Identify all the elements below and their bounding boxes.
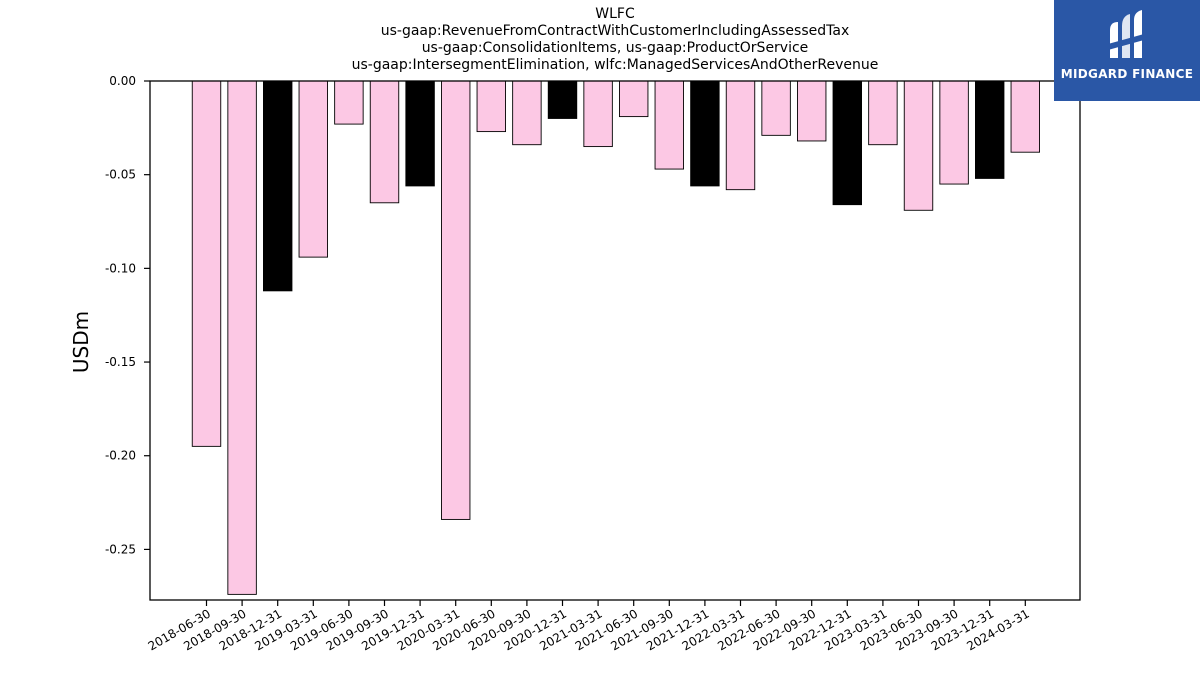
- y-axis-label: USDm: [69, 311, 93, 373]
- midgard-logo-icon: [1108, 10, 1144, 58]
- bar-2022-12-31: [832, 80, 862, 206]
- y-tick-label: -0.10: [105, 261, 136, 275]
- y-tick-label: -0.05: [105, 168, 136, 182]
- logo-text: MIDGARD FINANCE: [1060, 67, 1194, 81]
- chart-title-line-3: us-gaap:ConsolidationItems, us-gaap:Prod…: [421, 40, 809, 56]
- chart-title-line-4: us-gaap:IntersegmentElimination, wlfc:Ma…: [351, 57, 879, 73]
- bar-2018-06-30: [191, 80, 222, 447]
- y-tick-label: -0.20: [105, 449, 136, 463]
- bar-2021-03-31: [583, 80, 613, 148]
- chart-title: WLFC us-gaap:RevenueFromContractWithCust…: [150, 6, 1080, 74]
- bar-2020-09-30: [512, 80, 542, 146]
- bar-2021-12-31: [690, 80, 720, 187]
- y-tick-label: -0.25: [105, 542, 136, 556]
- bar-2023-06-30: [903, 80, 934, 211]
- y-tick-label: 0.00: [109, 74, 136, 88]
- plot-frame: [149, 80, 1081, 601]
- bar-2022-06-30: [761, 80, 791, 136]
- bar-2022-03-31: [725, 80, 756, 191]
- bar-2024-03-31: [1010, 80, 1040, 153]
- bar-2019-06-30: [334, 80, 364, 125]
- bar-2020-03-31: [441, 80, 471, 520]
- y-axis-ticks: 0.00 -0.05 -0.10 -0.15 -0.20 -0.25: [105, 74, 150, 556]
- y-tick-label: -0.15: [105, 355, 136, 369]
- x-axis-ticks: 2018-06-302018-09-302018-12-312019-03-31…: [146, 600, 1032, 653]
- bars-group: [191, 80, 1040, 595]
- bar-2021-06-30: [619, 80, 649, 118]
- bar-2020-06-30: [476, 80, 506, 133]
- bar-2023-09-30: [939, 80, 969, 185]
- brand-logo: MIDGARD FINANCE: [1054, 0, 1200, 101]
- bar-2023-12-31: [975, 80, 1005, 179]
- bar-2019-03-31: [298, 80, 328, 258]
- bar-2019-12-31: [405, 80, 435, 187]
- chart-title-line-1: WLFC: [595, 6, 635, 22]
- bar-2020-12-31: [547, 80, 578, 119]
- bar-2018-12-31: [263, 80, 293, 292]
- bar-2019-09-30: [369, 80, 400, 204]
- bar-2018-09-30: [227, 80, 257, 595]
- chart-title-line-2: us-gaap:RevenueFromContractWithCustomerI…: [380, 23, 850, 39]
- bar-2021-09-30: [654, 80, 684, 170]
- bar-2023-03-31: [868, 80, 898, 146]
- bar-2022-09-30: [797, 80, 827, 142]
